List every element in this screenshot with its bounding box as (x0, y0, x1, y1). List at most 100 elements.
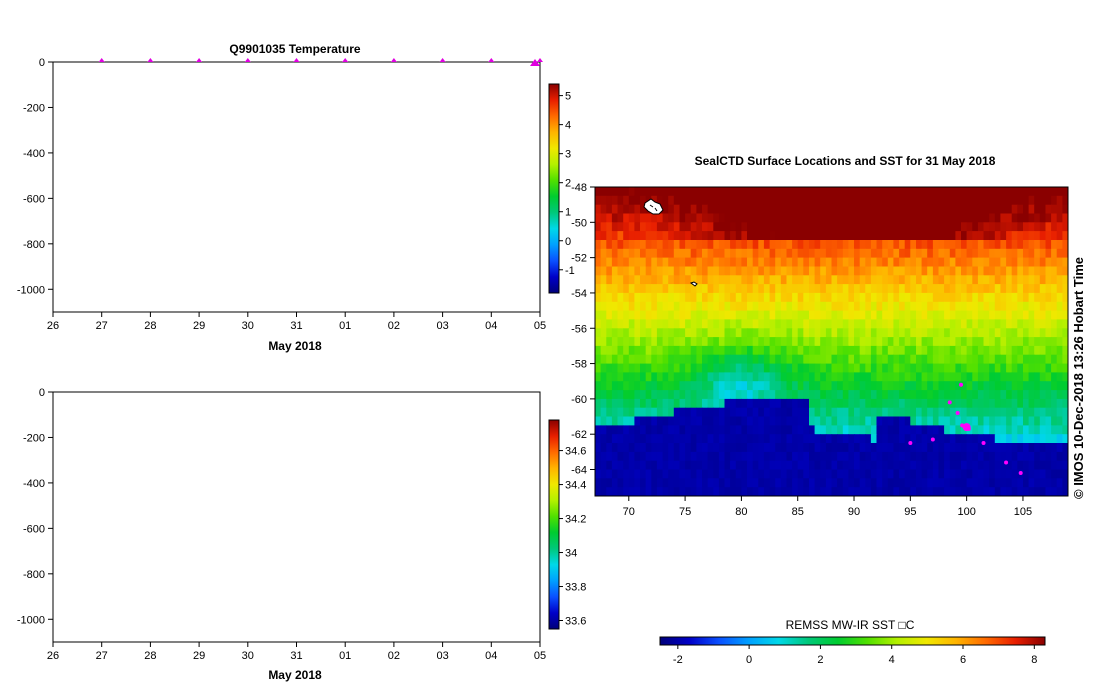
sst-cell (713, 363, 720, 373)
sst-cell (949, 443, 956, 453)
sst-cell (724, 204, 731, 215)
sst-cell (938, 195, 945, 206)
sst-cell (916, 301, 923, 312)
sst-cell (899, 434, 906, 444)
sst-cell (955, 266, 962, 276)
sst-cell (696, 240, 703, 250)
sst-cell (916, 443, 923, 453)
sst-cell (876, 187, 883, 197)
sst-cell (977, 319, 985, 329)
sst-cell (606, 284, 613, 294)
sst-cell (645, 292, 652, 303)
y-tick-label: 0 (39, 387, 45, 399)
sst-cell (803, 381, 810, 391)
sst-cell (932, 363, 940, 373)
sst-cell (690, 337, 697, 347)
sst-cell (623, 222, 630, 232)
sst-cell (623, 390, 630, 400)
sst-cell (668, 337, 675, 347)
sst-cell (944, 451, 951, 462)
sst-cell (696, 363, 703, 373)
sst-cell (730, 425, 737, 435)
sst-cell (949, 398, 956, 409)
sst-cell (797, 257, 804, 267)
sst-cell (825, 354, 833, 365)
sst-cell (938, 354, 945, 365)
sst-cell (859, 363, 866, 373)
sst-cell (1011, 381, 1018, 391)
sst-cell (814, 240, 821, 250)
sst-cell (713, 372, 720, 382)
sst-cell (865, 354, 872, 365)
sst-cell (786, 390, 793, 400)
sst-cell (910, 266, 917, 276)
sst-cell (702, 275, 709, 285)
sst-cell (825, 213, 833, 223)
x-tick-label: 02 (388, 320, 400, 332)
sst-cell (645, 398, 652, 409)
sst-cell (859, 451, 866, 462)
sst-cell (668, 204, 675, 215)
sst-cell (724, 390, 731, 400)
sst-cell (1034, 222, 1041, 232)
sst-cell (865, 319, 872, 329)
sst-cell (1056, 204, 1063, 215)
sst-cell (1056, 434, 1063, 444)
sst-cell (870, 257, 878, 267)
sst-cell (696, 310, 703, 320)
sst-cell (854, 310, 861, 320)
sst-cell (865, 407, 872, 418)
sst-cell (803, 248, 810, 259)
sst-cell (662, 284, 669, 294)
sst-cell (623, 248, 630, 259)
sst-cell (859, 425, 866, 435)
sst-cell (1034, 319, 1041, 329)
sst-cell (916, 240, 923, 250)
sst-cell (882, 292, 889, 303)
sst-cell (854, 407, 861, 418)
sst-cell (887, 328, 894, 338)
sst-cell (797, 284, 804, 294)
sst-cell (730, 416, 737, 426)
sst-cell (1062, 266, 1068, 276)
sst-cell (955, 425, 962, 435)
sst-cell (640, 275, 647, 285)
sst-cell (893, 204, 900, 215)
sst-cell (1056, 345, 1063, 356)
sst-cell (611, 187, 619, 197)
sst-cell (989, 381, 996, 391)
sst-cell (893, 222, 900, 232)
sst-cell (1056, 231, 1063, 241)
sst-cell (651, 240, 658, 250)
sst-cell (628, 451, 635, 462)
sst-cell (792, 434, 799, 444)
sst-cell (825, 275, 833, 285)
sst-cell (955, 187, 962, 197)
sst-cell (1039, 363, 1046, 373)
sst-cell (724, 451, 731, 462)
sst-cell (696, 407, 703, 418)
sst-cell (775, 195, 782, 206)
sst-cell (1039, 443, 1046, 453)
sst-cell (668, 407, 675, 418)
sst-cell (977, 328, 985, 338)
sst-cell (893, 425, 900, 435)
sst-cell (679, 284, 686, 294)
sst-cell (769, 381, 776, 391)
sst-cell (735, 434, 742, 444)
sst-cell (870, 390, 878, 400)
sst-cell (882, 363, 889, 373)
sst-cell (949, 363, 956, 373)
sst-cell (634, 381, 641, 391)
sst-cell (910, 257, 917, 267)
sst-cell (741, 328, 748, 338)
sst-cell (865, 363, 872, 373)
sst-cell (887, 337, 894, 347)
profile-marker (537, 58, 543, 62)
sst-cell (1045, 337, 1052, 347)
sst-cell (690, 275, 697, 285)
sst-cell (780, 213, 787, 223)
sst-cell (831, 310, 838, 320)
sst-cell (634, 398, 641, 409)
sst-cell (758, 390, 765, 400)
